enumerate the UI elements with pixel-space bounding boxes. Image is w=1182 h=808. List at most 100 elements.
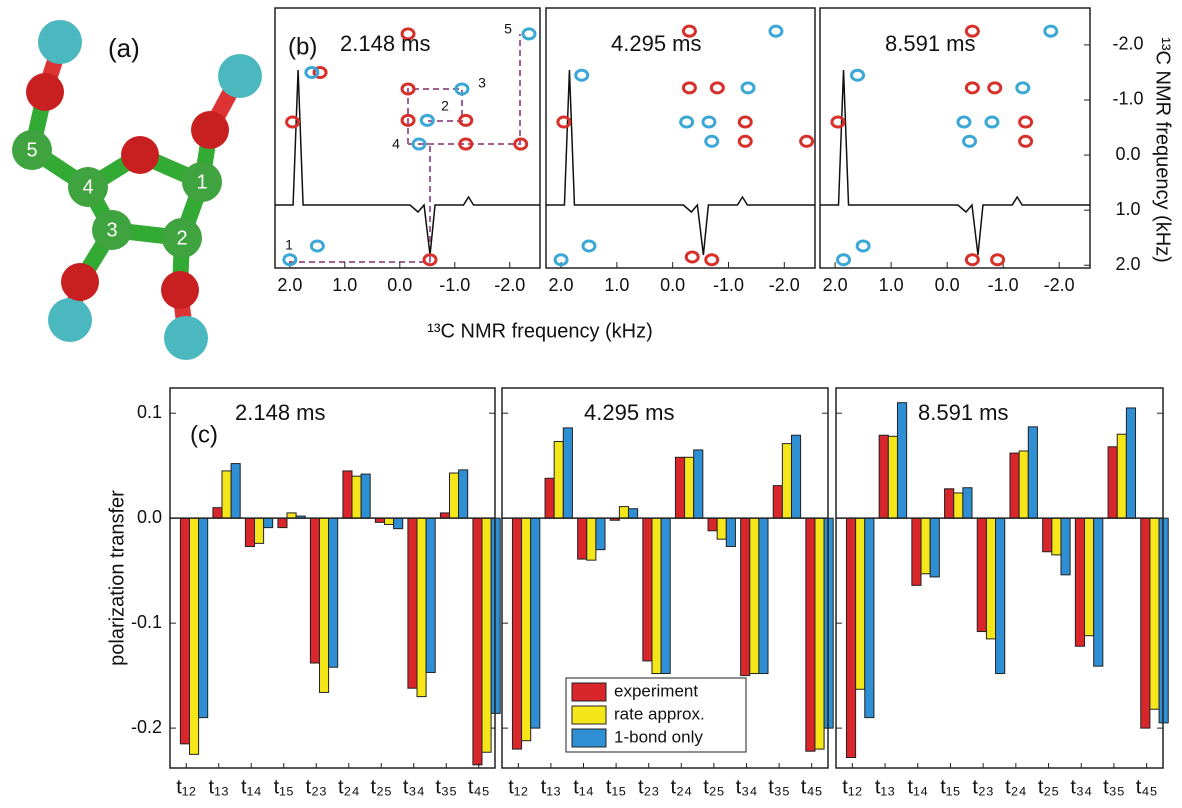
peak [556,115,572,129]
bar [212,507,223,519]
x-tick-label: t₁₅ [940,776,960,798]
x-tick-label: t₂₃ [306,776,327,798]
bar [1051,517,1062,556]
x-tick-label: t₁₃ [875,776,895,798]
bar [758,517,769,675]
x-tick-label: t₂₅ [703,776,724,798]
bar [328,517,339,668]
legend-swatch [571,705,607,725]
site-label: 5 [504,21,512,37]
bar [1074,517,1086,647]
x-tick-label: t₁₃ [209,776,229,798]
x-tick-label: t₃₄ [1070,776,1092,798]
atom [26,73,64,111]
peak [419,113,435,127]
bar [716,517,727,540]
peak [836,253,852,267]
x-tick-label: t₁₃ [541,776,561,798]
bar [1042,517,1053,553]
bar [351,475,362,519]
peak [679,115,695,129]
x-tick-label: t₁₂ [842,776,862,798]
peak [309,239,325,253]
plot-frame [819,7,1091,269]
atom [38,20,82,64]
connector [408,34,521,262]
x-tick-label: t₁₅ [274,776,294,798]
panel-b: (b) ¹³C NMR frequency (kHz) ¹³C NMR freq… [274,7,1174,342]
bar [627,508,639,519]
peak [282,253,298,267]
atom-label: 3 [106,219,117,241]
x-tick-label: 0.0 [935,275,960,295]
bar [481,517,492,753]
peak [768,24,784,38]
bar [740,517,751,677]
panel-c: 0.1 0.0 -0.1 -0.2 t₁₂ t₁₃ t₁₄ t₁₅ t₂₃ t₂₄ t₂₅ t₃₄ t₃… [106,387,1169,798]
peak [737,115,753,129]
atom [92,210,132,250]
bar [1140,517,1151,729]
bar [562,427,573,519]
x-tick-label: 1.0 [879,275,904,295]
projection-trace [546,69,815,256]
bar [878,434,889,519]
bar [855,517,866,690]
bar [845,517,857,759]
peak [990,253,1006,267]
x-tick-label: -1.0 [439,275,470,295]
connector [407,88,463,144]
x-tick-label: t₁₄ [573,776,593,798]
bar [286,512,297,519]
x-tick-label: t₂₄ [338,776,359,798]
bar [586,517,597,561]
bar [995,517,1006,675]
peak [830,115,846,129]
x-tick-label: 2.0 [823,275,848,295]
x-tick-label: t₄₅ [1136,776,1158,798]
bar [511,517,523,750]
peak [553,253,569,267]
atom [121,136,159,174]
legend-swatch [571,728,607,748]
x-axis-label: ¹³C NMR frequency (kHz) [427,320,653,342]
bar [393,517,404,530]
peak [422,253,438,267]
peak [964,24,980,38]
bar [449,472,460,519]
peak [984,115,1000,129]
peak [521,27,537,41]
bar [189,517,200,755]
peak [704,253,720,267]
y-tick-label: 0.0 [137,507,162,527]
bar [407,517,418,689]
bar [1107,446,1118,519]
plot-frame [274,7,541,269]
bar [749,517,760,675]
peak [962,134,978,148]
bar [439,512,450,519]
bar [814,517,825,750]
plot-title: 8.591 ms [918,400,1009,425]
x-tick-label: t₃₅ [435,776,457,798]
legend-label: experiment [614,681,698,700]
atom [68,167,108,207]
peak [1018,115,1034,129]
x-tick-label: t₂₃ [638,776,659,798]
plot-frame [835,387,1164,769]
x-tick-label: t₄₅ [801,776,823,798]
bar [864,517,875,719]
peak [964,253,980,267]
x-tick-label: -2.0 [769,275,800,295]
bar [772,485,783,519]
x-tick-label: 0.0 [660,275,685,295]
x-tick-label: t₃₄ [403,776,425,798]
bar [416,517,427,698]
connectors [289,34,521,263]
x-tick-label: t₁₂ [176,776,196,798]
bar [660,517,671,675]
bar [887,435,898,519]
x-tick-label: t₂₅ [371,776,392,798]
bar [642,517,653,662]
